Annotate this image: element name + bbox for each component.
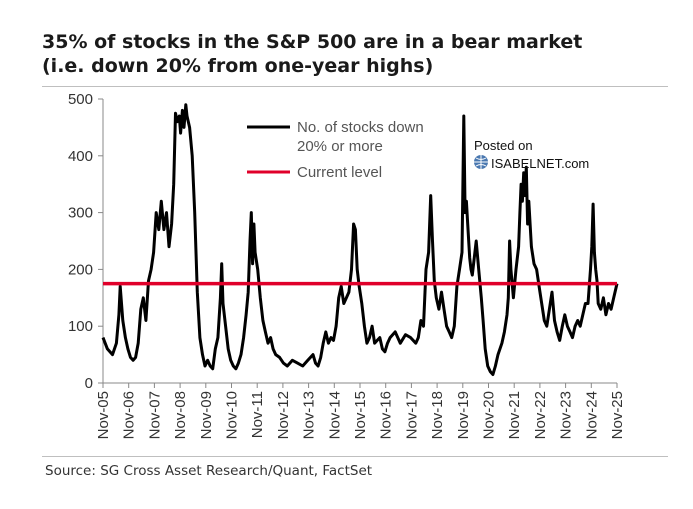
legend-label-stocks-down-line2: 20% or more [297,138,383,155]
chart-title-line-2: (i.e. down 20% from one-year highs) [42,55,434,77]
series-line-stocks-down [101,103,619,376]
x-tick-label: Nov-09 [198,391,215,439]
legend-label-stocks-down-line1: No. of stocks down [297,119,424,136]
x-tick-label: Nov-24 [583,391,600,439]
y-tick-label: 100 [68,318,93,335]
x-tick-label: Nov-05 [95,391,112,439]
y-tick-label: 500 [68,91,93,108]
y-tick-label: 200 [68,261,93,278]
globe-icon-lines [474,155,488,169]
watermark: Posted on ISABELNET.com [474,138,589,171]
source-note: Source: SG Cross Asset Research/Quant, F… [45,463,373,479]
x-tick-label: Nov-08 [172,391,189,439]
x-tick-label: Nov-25 [609,391,626,439]
x-tick-label: Nov-15 [352,391,369,439]
x-tick-label: Nov-14 [326,391,343,439]
x-tick-label: Nov-12 [275,391,292,439]
y-tick-label: 400 [68,148,93,165]
axes: 0 100 200 300 400 500 Nov-05 Nov-06 Nov-07 Nov-08… [68,91,626,439]
chart-title-line-1: 35% of stocks in the S&P 500 are in a be… [42,31,583,53]
legend: No. of stocks down 20% or more Current l… [247,119,424,181]
chart-title: 35% of stocks in the S&P 500 are in a be… [42,30,582,78]
y-tick-label: 0 [85,375,93,392]
x-tick-label: Nov-11 [249,391,266,438]
series-layer [101,103,619,376]
watermark-line-1: Posted on [474,138,533,153]
x-tick-label: Nov-16 [378,391,395,439]
legend-label-current-level: Current level [297,164,382,181]
x-tick-label: Nov-21 [506,391,523,439]
bottom-rule [42,456,668,457]
y-tick-label: 300 [68,205,93,222]
x-tick-label: Nov-23 [558,391,575,439]
watermark-line-2: ISABELNET.com [491,156,589,171]
x-tick-label: Nov-19 [455,391,472,439]
x-tick-label: Nov-18 [429,391,446,439]
x-tick-label: Nov-06 [121,391,138,439]
x-tick-label: Nov-22 [532,391,549,439]
top-rule [42,86,668,87]
x-tick-label: Nov-10 [224,391,241,439]
x-tick-label: Nov-20 [481,391,498,439]
x-tick-label: Nov-17 [403,391,420,439]
x-tick-label: Nov-13 [301,391,318,439]
x-tick-label: Nov-07 [146,391,163,439]
